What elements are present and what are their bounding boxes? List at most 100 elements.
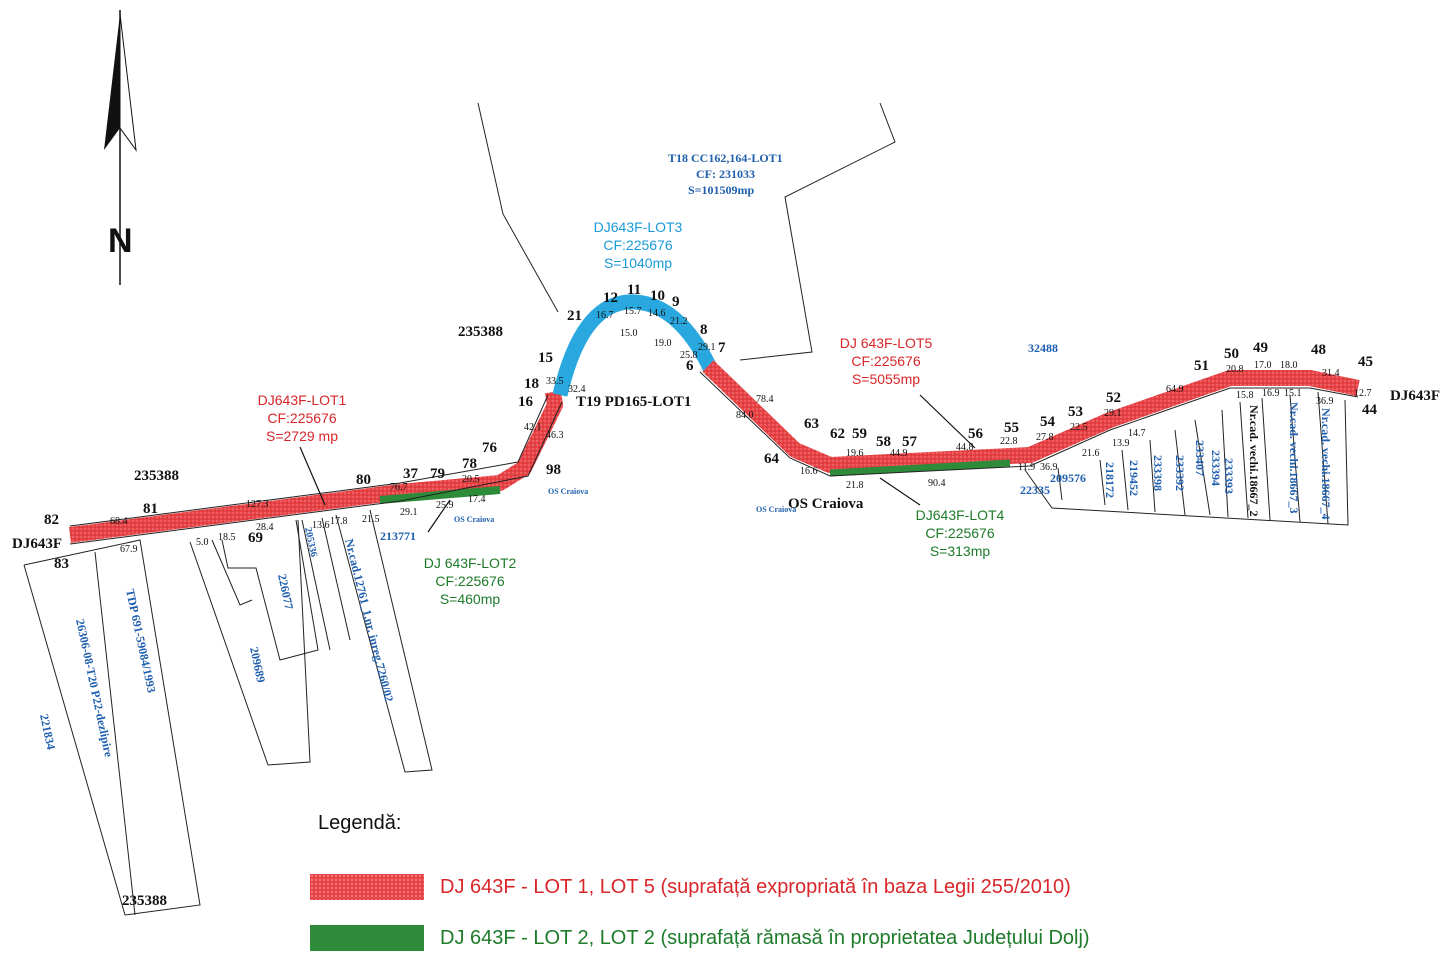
- point-label: 6: [686, 358, 694, 374]
- point-label: 51: [1194, 358, 1209, 374]
- point-label: 50: [1224, 346, 1239, 362]
- parcel-label: 226077: [275, 573, 296, 611]
- road-label-os-small: OS Craiova: [548, 487, 588, 496]
- point-label: 76: [482, 440, 498, 456]
- point-label: 21: [567, 308, 582, 324]
- distance-label: 36.9: [1040, 462, 1058, 473]
- svg-text:CF:225676: CF:225676: [267, 410, 336, 426]
- parcel-labels-black: 235388 235388 235388 32488: [122, 324, 1058, 909]
- point-label: 8: [700, 322, 708, 338]
- point-label: 9: [672, 294, 680, 310]
- road-label-right: DJ643F: [1390, 388, 1440, 404]
- parcel-label: TDP 691-59084/1993: [123, 588, 159, 694]
- svg-text:S=1040mp: S=1040mp: [604, 255, 672, 271]
- parcel-label: Nr.cad. vechi.18667_4: [1319, 408, 1333, 520]
- svg-text:DJ 643F-LOT5: DJ 643F-LOT5: [840, 335, 933, 351]
- point-label: 82: [44, 512, 59, 528]
- legend-label: DJ 643F - LOT 2, LOT 2 (suprafață rămasă…: [440, 926, 1090, 949]
- point-label: 55: [1004, 420, 1019, 436]
- distance-label: 17.0: [1254, 360, 1272, 371]
- lot2-label: DJ 643F-LOT2 CF:225676 S=460mp: [424, 555, 517, 607]
- parcel-label: 205336: [302, 526, 319, 558]
- point-label: 98: [546, 462, 561, 478]
- point-label: 69: [248, 530, 263, 546]
- distance-label: 13.6: [312, 520, 330, 531]
- distance-label: 127.3: [246, 499, 269, 510]
- parcel-label: 233407: [1193, 440, 1207, 476]
- distance-label: 76.7: [390, 482, 408, 493]
- point-label: 52: [1106, 390, 1121, 406]
- distance-label: 17.8: [330, 516, 348, 527]
- legend-title: Legendă:: [318, 812, 402, 834]
- distance-label: 13.9: [1112, 438, 1130, 449]
- distance-label: 15.7: [624, 306, 642, 317]
- road-lot3-band: [552, 294, 719, 397]
- distance-label: 22.5: [1070, 422, 1088, 433]
- distance-label: 15.1: [1284, 388, 1302, 399]
- parcel-boundaries: [23, 102, 1349, 916]
- point-label: 59: [852, 426, 867, 442]
- t18-line1: T18 CC162,164-LOT1: [668, 151, 783, 165]
- point-label: 56: [968, 426, 984, 442]
- distance-label: 46.3: [546, 430, 564, 441]
- point-label: 80: [356, 472, 371, 488]
- distance-label: 21.6: [1082, 448, 1100, 459]
- point-label: 11: [627, 282, 641, 298]
- north-arrow-icon: N: [104, 10, 137, 285]
- distance-label: 12.7: [1354, 388, 1372, 399]
- legend-swatch-green: [310, 925, 424, 951]
- point-labels: 82 83 81 69 80 37 79 78 76 98 16 18 15 2…: [44, 282, 1378, 572]
- svg-text:S=2729 mp: S=2729 mp: [266, 428, 338, 444]
- road-label-os-small: OS Craiova: [756, 505, 796, 514]
- svg-text:CF:225676: CF:225676: [435, 573, 504, 589]
- lot-labels: DJ643F-LOT1 CF:225676 S=2729 mp DJ 643F-…: [258, 219, 1005, 607]
- distance-label: 44.9: [890, 448, 908, 459]
- svg-text:CF:225676: CF:225676: [851, 353, 920, 369]
- point-label: 62: [830, 426, 845, 442]
- distance-label: 16.6: [800, 466, 818, 477]
- parcel-label: 221834: [37, 713, 58, 751]
- distance-label: 21.2: [670, 316, 688, 327]
- svg-text:DJ643F-LOT1: DJ643F-LOT1: [258, 392, 347, 408]
- distance-label: 20.8: [1226, 364, 1244, 375]
- point-label: 37: [403, 466, 419, 482]
- t18-line3: S=101509mp: [688, 183, 755, 197]
- point-label: 83: [54, 556, 69, 572]
- point-label: 64: [764, 451, 780, 467]
- distance-label: 27.8: [1036, 432, 1054, 443]
- point-label: 18: [524, 376, 539, 392]
- svg-text:S=313mp: S=313mp: [930, 543, 991, 559]
- road-label-left: DJ643F: [12, 536, 62, 552]
- road-lot1-band: [68, 390, 563, 543]
- point-label: 10: [650, 288, 665, 304]
- lot1-label: DJ643F-LOT1 CF:225676 S=2729 mp: [258, 392, 347, 444]
- svg-text:DJ 643F-LOT2: DJ 643F-LOT2: [424, 555, 517, 571]
- distance-label: 15.8: [1236, 390, 1254, 401]
- point-label: 53: [1068, 404, 1083, 420]
- distance-label: 17.4: [468, 494, 486, 505]
- parcel-label: 233392: [1173, 455, 1187, 491]
- parcel-label: 233393: [1222, 458, 1236, 494]
- distance-label: 5.0: [196, 537, 209, 548]
- legend-item-lot1-lot5: DJ 643F - LOT 1, LOT 5 (suprafață exprop…: [310, 874, 1071, 900]
- point-label: 57: [902, 434, 918, 450]
- distance-label: 19.6: [846, 448, 864, 459]
- parcel-label: 32488: [1028, 341, 1058, 355]
- distance-label: 31.4: [1322, 368, 1340, 379]
- distance-label: 68.4: [110, 516, 128, 527]
- point-label: 7: [718, 340, 726, 356]
- parcel-label: 219452: [1127, 460, 1141, 496]
- parcel-labels-blue: 213771 209576 22335 218172 219452 233398…: [37, 402, 1333, 759]
- distance-label: 25.9: [436, 500, 454, 511]
- parcel-label: 233398: [1151, 455, 1165, 491]
- distance-label: 22.8: [1000, 436, 1018, 447]
- point-label: 49: [1253, 340, 1268, 356]
- distance-label: 64.9: [1166, 384, 1184, 395]
- distance-label: 21.8: [846, 480, 864, 491]
- parcel-label: 218172: [1103, 462, 1117, 498]
- distance-label: 20.5: [462, 474, 480, 485]
- distance-label: 14.7: [1128, 428, 1146, 439]
- distance-label: 25.8: [680, 350, 698, 361]
- distance-label: 11.9: [1018, 462, 1035, 473]
